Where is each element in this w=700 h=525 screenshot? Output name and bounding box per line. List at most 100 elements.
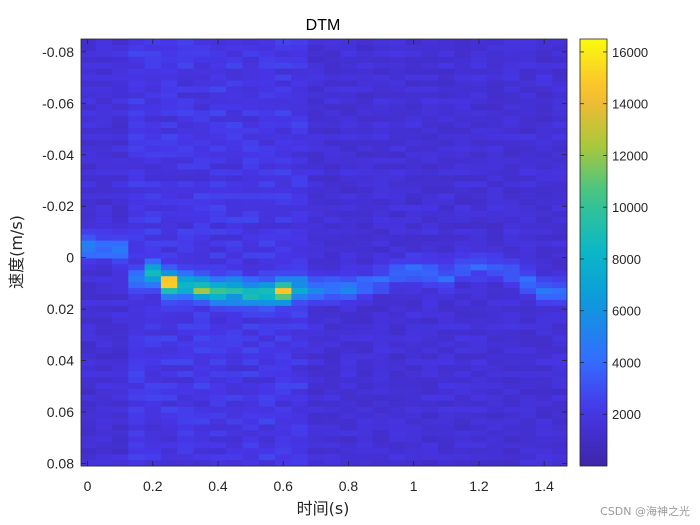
heatmap-cell (454, 270, 472, 277)
heatmap-cell (226, 258, 243, 265)
heatmap-cell (438, 104, 455, 111)
heatmap-cell (438, 258, 455, 265)
heatmap-cell (454, 305, 472, 313)
heatmap-cell (405, 288, 423, 295)
heatmap-cell (81, 62, 97, 70)
heatmap-cell (226, 39, 243, 46)
heatmap-cell (177, 181, 194, 188)
heatmap-cell (307, 133, 325, 141)
heatmap-cell (372, 365, 390, 372)
heatmap-cell (405, 163, 423, 170)
heatmap-cell (258, 382, 276, 390)
heatmap-cell (177, 276, 194, 283)
heatmap-cell (324, 151, 341, 159)
heatmap-cell (487, 406, 504, 414)
heatmap-cell (209, 145, 227, 153)
heatmap-cell (454, 359, 472, 366)
heatmap-cell (454, 394, 472, 402)
heatmap-cell (193, 39, 211, 46)
heatmap-cell (356, 122, 374, 129)
heatmap-cell (438, 294, 455, 301)
heatmap-cell (81, 371, 97, 378)
heatmap-cell (536, 216, 553, 224)
heatmap-cell (111, 341, 129, 348)
heatmap-cell (226, 187, 243, 194)
heatmap-cell (372, 371, 390, 378)
heatmap-cell (487, 252, 504, 259)
heatmap-cell (438, 299, 455, 307)
heatmap-cell (519, 133, 537, 141)
heatmap-cell (81, 406, 97, 414)
heatmap-cell (144, 377, 162, 384)
heatmap-cell (372, 282, 390, 289)
heatmap-cell (177, 68, 194, 75)
heatmap-cell (275, 157, 292, 164)
heatmap-cell (536, 341, 553, 348)
heatmap-cell (128, 311, 146, 319)
heatmap-cell (275, 163, 292, 170)
heatmap-cell (128, 341, 146, 348)
heatmap-cell (144, 216, 162, 224)
heatmap-cell (389, 56, 406, 64)
heatmap-cell (356, 62, 374, 70)
heatmap-cell (405, 145, 423, 153)
heatmap-cell (307, 400, 325, 408)
heatmap-cell (356, 264, 374, 271)
heatmap-cell (470, 341, 488, 348)
heatmap-cell (193, 299, 211, 307)
heatmap-cell (487, 424, 504, 431)
heatmap-cell (226, 122, 243, 129)
heatmap-cell (405, 169, 423, 176)
heatmap-cell (503, 145, 521, 153)
heatmap-cell (487, 139, 504, 147)
heatmap-cell (487, 288, 504, 295)
heatmap-cell (291, 199, 309, 206)
heatmap-cell (356, 382, 374, 390)
heatmap-cell (340, 454, 358, 461)
heatmap-cell (111, 44, 129, 52)
heatmap-cell (95, 341, 113, 348)
heatmap-cell (307, 187, 325, 194)
heatmap-cell (503, 86, 521, 93)
heatmap-cell (291, 400, 309, 408)
y-tick-label: 0.04 (47, 353, 74, 369)
heatmap-cell (487, 359, 504, 366)
heatmap-cell (324, 127, 341, 135)
heatmap-cell (291, 110, 309, 117)
heatmap-cell (536, 270, 553, 277)
heatmap-cell (95, 169, 113, 176)
heatmap-cell (454, 252, 472, 259)
heatmap-cell (177, 359, 194, 366)
heatmap-cell (552, 44, 568, 52)
heatmap-cell (421, 39, 439, 46)
heatmap-cell (291, 86, 309, 93)
heatmap-cell (487, 145, 504, 153)
heatmap-cell (242, 210, 260, 218)
heatmap-cell (307, 365, 325, 372)
heatmap-cell (144, 252, 162, 259)
heatmap-cell (552, 98, 568, 105)
y-tick-label: 0.08 (47, 455, 74, 471)
heatmap-cell (438, 210, 455, 218)
heatmap-cell (209, 258, 227, 265)
heatmap-cell (536, 240, 553, 247)
heatmap-cell (340, 406, 358, 414)
heatmap-cell (144, 133, 162, 141)
y-tick-label: -0.04 (42, 147, 74, 163)
heatmap-cell (258, 353, 276, 360)
heatmap-cell (209, 264, 227, 271)
heatmap-cell (519, 252, 537, 259)
heatmap-cell (389, 264, 406, 271)
heatmap-cell (552, 252, 568, 259)
heatmap-cell (552, 163, 568, 170)
heatmap-cell (258, 193, 276, 200)
heatmap-cell (503, 39, 521, 46)
heatmap-cell (389, 228, 406, 236)
heatmap-cell (389, 246, 406, 253)
heatmap-cell (275, 418, 292, 425)
heatmap-cell (81, 282, 97, 289)
heatmap-cell (438, 181, 455, 188)
heatmap-cell (519, 104, 537, 111)
heatmap-cell (242, 412, 260, 419)
heatmap-cell (209, 151, 227, 159)
